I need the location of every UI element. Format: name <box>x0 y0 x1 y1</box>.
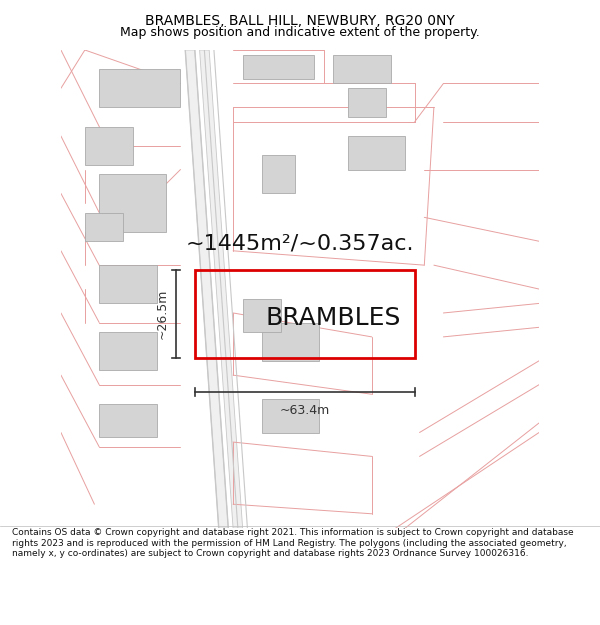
Bar <box>99 69 181 108</box>
Bar <box>262 155 295 194</box>
Text: Contains OS data © Crown copyright and database right 2021. This information is : Contains OS data © Crown copyright and d… <box>12 528 574 558</box>
Bar <box>99 265 157 303</box>
Bar <box>334 55 391 84</box>
Bar <box>348 136 405 169</box>
Bar <box>99 404 157 437</box>
Bar <box>348 88 386 117</box>
Text: Map shows position and indicative extent of the property.: Map shows position and indicative extent… <box>120 26 480 39</box>
Bar <box>99 174 166 232</box>
Bar <box>242 55 314 79</box>
Polygon shape <box>185 50 228 528</box>
Text: ~63.4m: ~63.4m <box>280 404 330 417</box>
Bar <box>262 322 319 361</box>
Bar <box>85 126 133 165</box>
Bar <box>99 332 157 371</box>
Text: BRAMBLES: BRAMBLES <box>266 306 401 330</box>
Text: ~1445m²/~0.357ac.: ~1445m²/~0.357ac. <box>186 233 414 253</box>
Bar <box>262 399 319 432</box>
Polygon shape <box>200 50 242 528</box>
Text: BRAMBLES, BALL HILL, NEWBURY, RG20 0NY: BRAMBLES, BALL HILL, NEWBURY, RG20 0NY <box>145 14 455 28</box>
Bar <box>85 213 123 241</box>
Text: ~26.5m: ~26.5m <box>155 289 169 339</box>
Bar <box>242 299 281 332</box>
